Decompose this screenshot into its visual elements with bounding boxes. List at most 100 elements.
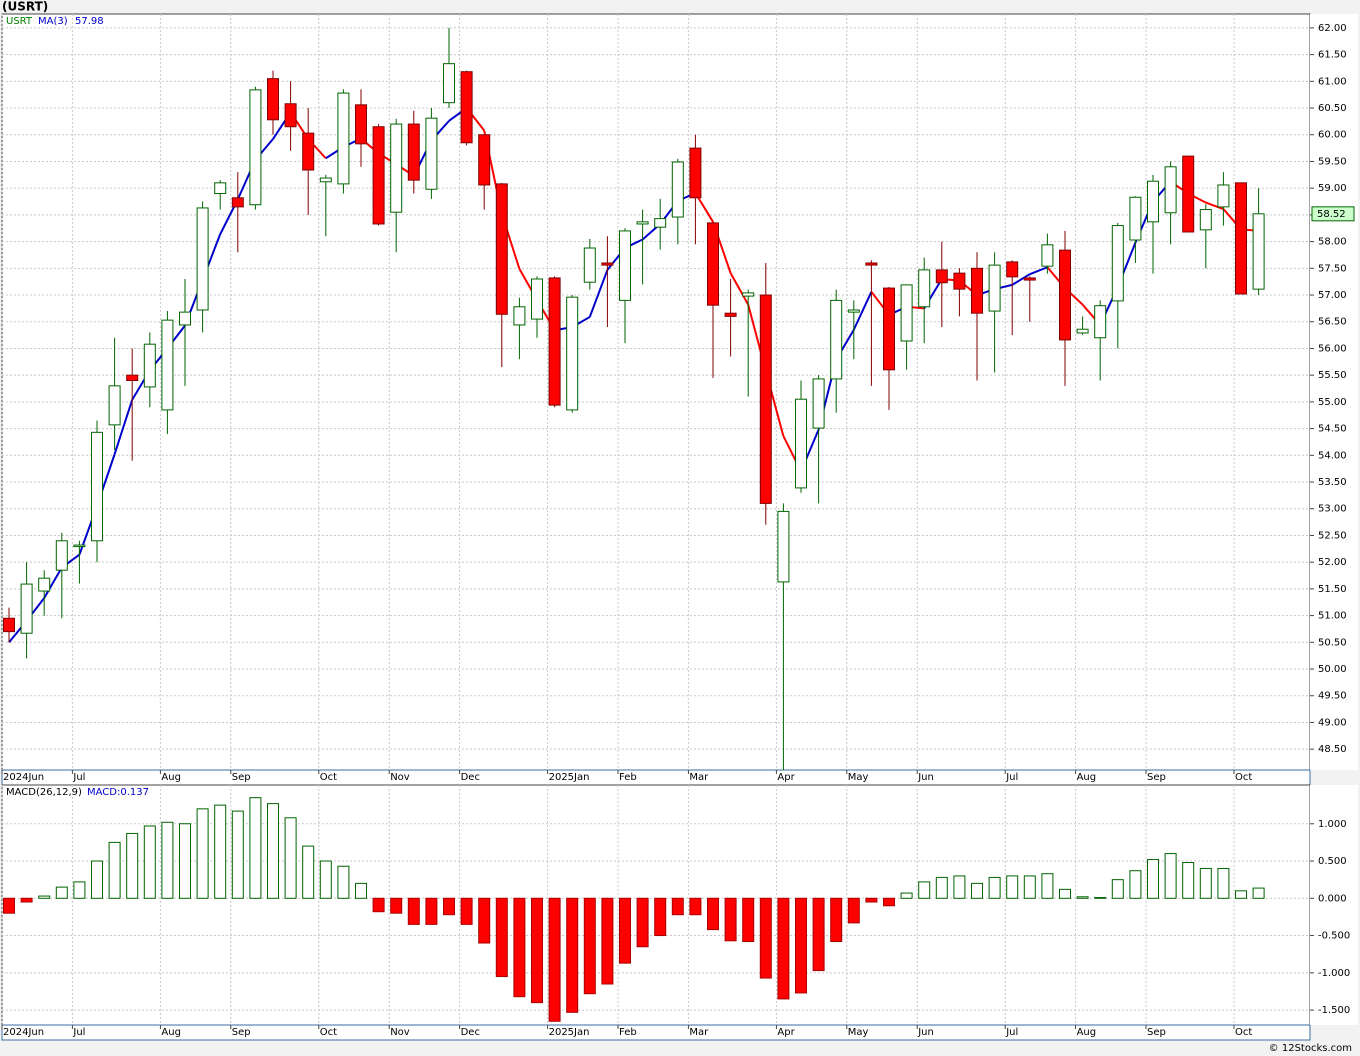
candle-body: [812, 378, 825, 429]
candle-body: [742, 292, 755, 297]
candle-body: [1041, 244, 1054, 267]
x-tick-label: Jul: [1005, 1027, 1018, 1038]
candle-body: [143, 343, 156, 388]
y-tick-label: 51.50: [1318, 584, 1347, 595]
ma-line: [1011, 273, 1031, 286]
macd-bar: [20, 897, 33, 903]
x-tick-label: Jun: [917, 1027, 934, 1038]
ma-line: [1205, 201, 1224, 210]
y-tick-label: 60.50: [1318, 103, 1347, 114]
macd-bar: [3, 897, 15, 914]
x-tick-label: Jul: [72, 1027, 85, 1038]
candle-body: [478, 134, 491, 186]
macd-bar: [1217, 867, 1230, 899]
macd-bar: [38, 895, 51, 899]
footer: © 12Stocks.com: [1269, 1043, 1352, 1054]
macd-value: MACD:0.137: [87, 787, 149, 798]
y-tick-label: 56.50: [1318, 317, 1347, 328]
y-tick-label: 50.50: [1318, 637, 1347, 648]
x-tick-label: Aug: [1077, 1027, 1097, 1038]
ma-line: [1029, 266, 1048, 276]
y-tick-label: 53.00: [1318, 504, 1347, 515]
y-tick-label: 54.00: [1318, 450, 1347, 461]
candle-body: [284, 103, 297, 128]
x-tick-label: Feb: [619, 772, 637, 783]
candle-body: [108, 385, 121, 426]
macd-bar: [425, 897, 438, 925]
x-tick-label: 2025Jan: [549, 772, 590, 783]
macd-bar: [795, 897, 807, 994]
y-tick-label: 58.00: [1318, 237, 1347, 248]
x-tick-label: Dec: [461, 1027, 480, 1038]
ma-line: [43, 567, 63, 599]
y-tick-label: 52.00: [1318, 557, 1347, 568]
macd-bar: [214, 804, 227, 899]
x-tick-label: Mar: [689, 1027, 709, 1038]
candle-body: [425, 117, 438, 190]
candle-body: [1059, 249, 1071, 341]
macd-bar: [179, 823, 191, 899]
macd-bar: [1147, 859, 1159, 899]
x-tick-label: Oct: [1235, 772, 1252, 783]
macd-bar: [372, 897, 385, 913]
legend-symbol: USRT: [6, 16, 33, 27]
macd-bar: [689, 897, 702, 916]
candle-body: [830, 299, 843, 380]
candle-body: [953, 272, 966, 290]
x-tick-label: Sep: [232, 1027, 251, 1038]
macd-bar: [1182, 862, 1195, 899]
x-tick-label: Aug: [1077, 772, 1097, 783]
candle-body: [1094, 305, 1107, 339]
y-tick-label: 49.00: [1318, 717, 1347, 728]
macd-bar: [284, 817, 297, 899]
candle-body: [1235, 182, 1247, 295]
macd-bar: [601, 897, 614, 985]
x-tick-label: Jul: [72, 772, 85, 783]
macd-bar: [302, 845, 315, 899]
candle-body: [126, 374, 139, 382]
candle-body: [231, 197, 244, 208]
ma-line: [113, 399, 134, 455]
macd-axis: [1310, 785, 1358, 1025]
candle-body: [1006, 261, 1019, 278]
x-tick-label: Jun: [917, 772, 934, 783]
candle-body: [971, 267, 983, 314]
chart-title: (USRT): [2, 0, 48, 14]
y-tick-label: 57.00: [1318, 290, 1347, 301]
macd-bar: [742, 897, 755, 943]
candle-body: [337, 92, 350, 185]
y-tick-label: 0.000: [1318, 893, 1347, 904]
candle-body: [707, 222, 719, 306]
x-tick-label: 2024Jun: [3, 1027, 44, 1038]
candle-body: [460, 71, 473, 144]
candle-body: [1023, 277, 1036, 281]
candle-body: [918, 269, 931, 308]
macd-bar: [267, 803, 279, 899]
macd-bar: [654, 897, 667, 937]
candle-body: [689, 147, 702, 199]
candle-body: [566, 296, 579, 411]
y-tick-label: -0.500: [1318, 931, 1350, 942]
candle-body: [319, 177, 332, 183]
macd-bar: [1076, 896, 1089, 899]
candle-body: [988, 264, 1001, 312]
ma-line: [852, 291, 873, 331]
x-tick-label: May: [848, 1027, 869, 1038]
macd-bar: [126, 832, 139, 899]
candle-body: [495, 183, 508, 315]
macd-bar: [443, 897, 455, 916]
candle-body: [1111, 225, 1124, 302]
candle-body: [372, 126, 385, 225]
candle-body: [795, 398, 807, 489]
candle-body: [73, 544, 86, 548]
macd-bar: [918, 881, 931, 899]
legend-ma-value: 57.98: [75, 16, 104, 27]
candle-body: [267, 78, 279, 121]
macd-bar: [971, 882, 983, 899]
macd-bar: [319, 860, 332, 899]
macd-bar: [671, 897, 684, 916]
y-tick-label: 59.50: [1318, 156, 1347, 167]
macd-bar: [1041, 873, 1054, 899]
x-tick-label: Apr: [777, 1027, 795, 1038]
y-tick-label: 53.50: [1318, 477, 1347, 488]
